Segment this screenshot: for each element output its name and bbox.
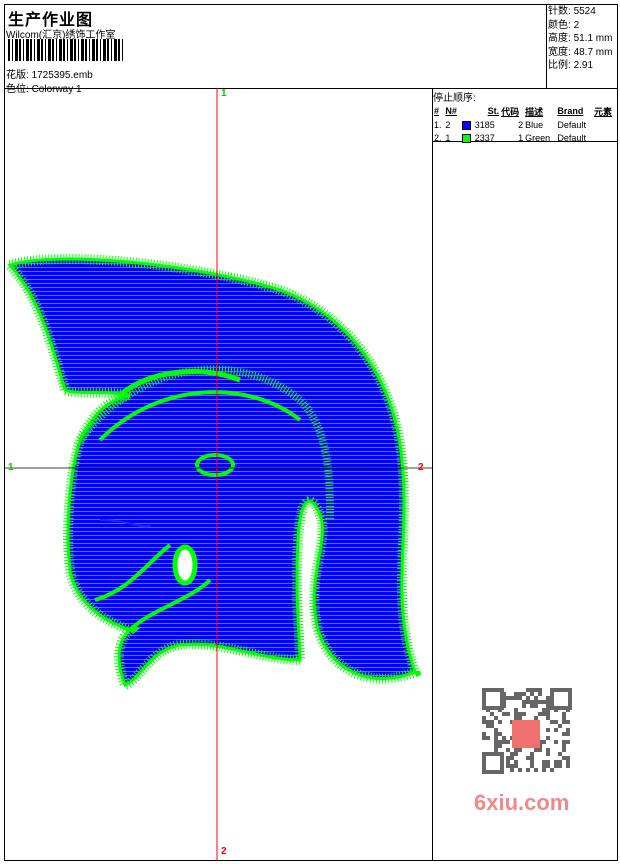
qr-code-watermark <box>470 680 585 820</box>
barcode <box>8 39 123 61</box>
info-height: 高度: 51.1 mm <box>548 33 613 44</box>
design-canvas[interactable]: 1 2 1 2 <box>1 88 433 861</box>
page-title: 生产作业图 <box>8 12 94 29</box>
axis-label-left: 1 <box>8 462 14 473</box>
design-file-label: 花版: <box>6 70 29 81</box>
axis-label-bottom: 2 <box>221 846 227 857</box>
col-element: 元素 <box>593 106 612 117</box>
design-info: 针数: 5524 颜色: 2 高度: 51.1 mm 宽度: 48.7 mm 比… <box>546 4 618 89</box>
stop-sequence-panel: 停止顺序: # N# St. 代码 描述 Brand 元素 1. 2 3185 2 … <box>432 88 618 144</box>
axis-label-top: 1 <box>221 88 227 99</box>
header-panel: 生产作业图 Wilcom(汇京)绣饰工作室 花版: 1725395.emb 色位… <box>4 4 547 95</box>
colorway-value: Colorway 1 <box>31 84 82 95</box>
design-file-value: 1725395.emb <box>31 70 93 81</box>
axis-label-right: 2 <box>418 462 424 473</box>
info-scale: 比例: 2.91 <box>548 60 594 71</box>
col-description: 描述 <box>525 106 544 117</box>
watermark-text: 6xiu.com <box>474 790 570 815</box>
info-colors: 颜色: 2 <box>548 19 580 31</box>
colorway-label: 色位: <box>6 84 29 95</box>
eye-hole <box>172 544 198 586</box>
col-index: # <box>434 106 440 116</box>
helmet-fill <box>1 254 422 692</box>
info-stitches: 针数: 5524 <box>548 6 596 17</box>
col-code: 代码 <box>501 106 520 117</box>
embroidery-design <box>1 88 433 861</box>
color-swatch <box>461 133 471 143</box>
color-swatch <box>461 120 471 130</box>
qr-code-icon <box>470 680 585 790</box>
table-row: 1. 2 3185 2 Blue Default <box>434 119 586 130</box>
col-brand: Brand <box>557 106 584 116</box>
info-width: 宽度: 48.7 mm <box>548 46 613 58</box>
col-stitches: St. <box>487 106 500 116</box>
table-row: 2. 1 2337 1 Green Default <box>434 132 586 143</box>
col-n: N# <box>445 106 457 116</box>
stop-sequence-title: 停止顺序: <box>433 93 476 104</box>
colorway-row: 色位: Colorway 1 <box>6 80 82 95</box>
design-file-row: 花版: 1725395.emb <box>6 66 93 81</box>
stop-sequence-table: # N# St. 代码 描述 Brand 元素 1. 2 3185 2 Blue De… <box>433 104 617 144</box>
company-name: Wilcom(汇京)绣饰工作室 <box>6 30 116 41</box>
